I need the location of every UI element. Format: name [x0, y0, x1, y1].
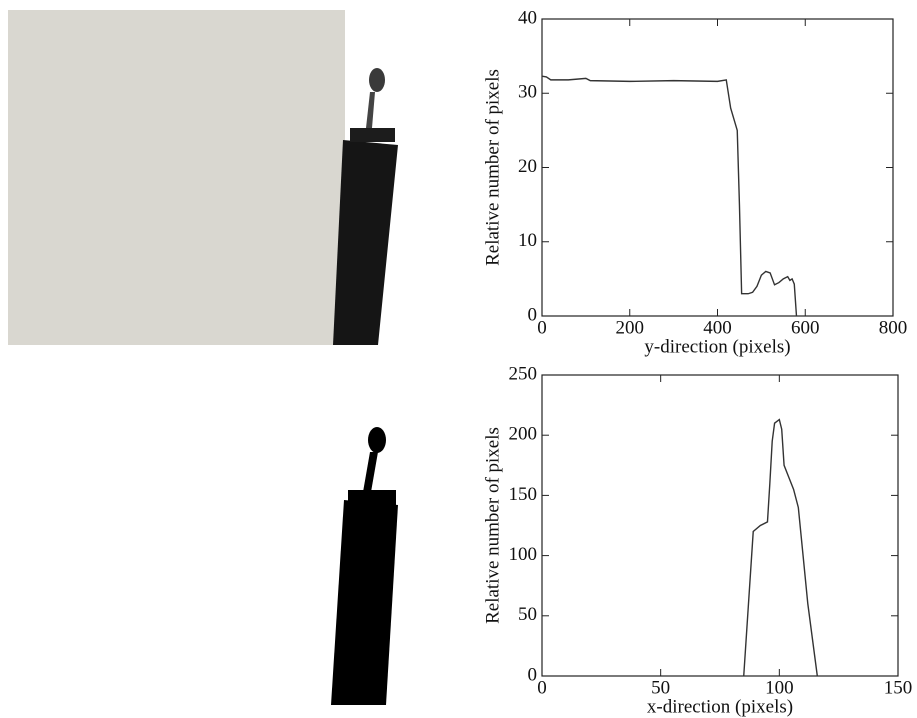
- y-tick-label: 100: [509, 544, 538, 565]
- y-tick-label: 200: [509, 424, 538, 445]
- photo-background: [8, 10, 345, 345]
- x-tick-label: 100: [765, 677, 794, 698]
- x-tick-label: 0: [537, 317, 547, 338]
- photo-original: [8, 10, 398, 345]
- droplet: [369, 68, 385, 92]
- y-tick-label: 0: [528, 664, 538, 685]
- x-tick-label: 50: [651, 677, 670, 698]
- y-tick-label: 0: [528, 304, 538, 325]
- x-tick-label: 150: [884, 677, 913, 698]
- y-tick-label: 10: [518, 230, 537, 251]
- plot-frame: [541, 374, 899, 677]
- photo-binary: [331, 427, 398, 705]
- y-tick-label: 40: [518, 7, 537, 28]
- y-tick-label: 20: [518, 156, 537, 177]
- wire: [366, 92, 375, 128]
- x-tick-label: 600: [791, 317, 820, 338]
- data-line: [541, 75, 798, 317]
- droplet: [368, 427, 386, 453]
- x-tick-label: 400: [703, 317, 732, 338]
- x-axis-label: x-direction (pixels): [647, 696, 793, 717]
- y-axis-label: Relative number of pixels: [482, 427, 503, 624]
- y-tick-label: 30: [518, 82, 537, 103]
- plot-frame: [541, 18, 894, 317]
- x-tick-label: 0: [537, 677, 547, 698]
- x-axis-label: y-direction (pixels): [644, 336, 790, 357]
- rod: [333, 140, 398, 345]
- rod-top: [348, 490, 396, 506]
- wire: [363, 452, 378, 492]
- y-tick-label: 250: [509, 363, 538, 384]
- y-tick-label: 50: [518, 604, 537, 625]
- y-tick-label: 150: [509, 484, 538, 505]
- rod-top: [350, 128, 395, 142]
- data-line: [743, 418, 819, 677]
- x-tick-label: 800: [879, 317, 908, 338]
- x-tick-label: 200: [616, 317, 645, 338]
- rod: [331, 500, 398, 705]
- y-axis-label: Relative number of pixels: [482, 69, 503, 266]
